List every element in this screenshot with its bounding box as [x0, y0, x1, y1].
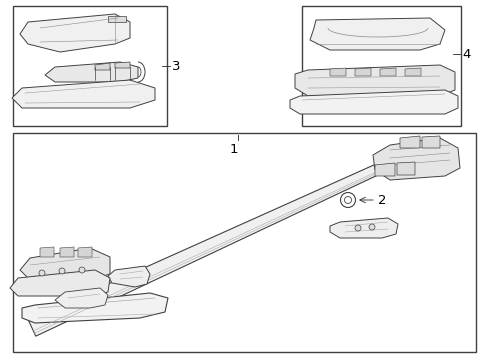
Polygon shape	[108, 266, 150, 287]
Polygon shape	[22, 293, 168, 323]
Polygon shape	[354, 68, 370, 76]
Bar	[13, 133, 475, 352]
Polygon shape	[95, 63, 110, 70]
Polygon shape	[20, 14, 130, 52]
Polygon shape	[421, 136, 439, 148]
Polygon shape	[399, 136, 419, 148]
Polygon shape	[28, 148, 416, 336]
Text: 2: 2	[377, 194, 386, 207]
Circle shape	[340, 193, 355, 207]
Bar	[13, 6, 167, 126]
Polygon shape	[20, 248, 110, 280]
Polygon shape	[108, 16, 126, 22]
Bar	[302, 6, 460, 126]
Text: 3: 3	[172, 59, 180, 72]
Polygon shape	[396, 162, 414, 175]
Polygon shape	[10, 270, 110, 296]
Polygon shape	[45, 62, 138, 82]
Text: 1: 1	[229, 143, 238, 156]
Circle shape	[344, 197, 351, 203]
Polygon shape	[374, 163, 394, 176]
Polygon shape	[379, 68, 395, 76]
Polygon shape	[60, 247, 74, 257]
Polygon shape	[78, 247, 92, 257]
Circle shape	[354, 225, 360, 231]
Polygon shape	[329, 68, 346, 76]
Text: 4: 4	[461, 48, 469, 60]
Polygon shape	[12, 80, 155, 108]
Polygon shape	[80, 293, 100, 300]
Circle shape	[39, 270, 45, 276]
Polygon shape	[294, 65, 454, 96]
Polygon shape	[115, 62, 130, 68]
Polygon shape	[372, 138, 459, 180]
Polygon shape	[55, 288, 108, 308]
Polygon shape	[404, 68, 420, 76]
Circle shape	[59, 268, 65, 274]
Circle shape	[368, 224, 374, 230]
Polygon shape	[329, 218, 397, 238]
Polygon shape	[289, 90, 457, 114]
Polygon shape	[309, 18, 444, 50]
Polygon shape	[40, 247, 54, 257]
Circle shape	[79, 267, 85, 273]
